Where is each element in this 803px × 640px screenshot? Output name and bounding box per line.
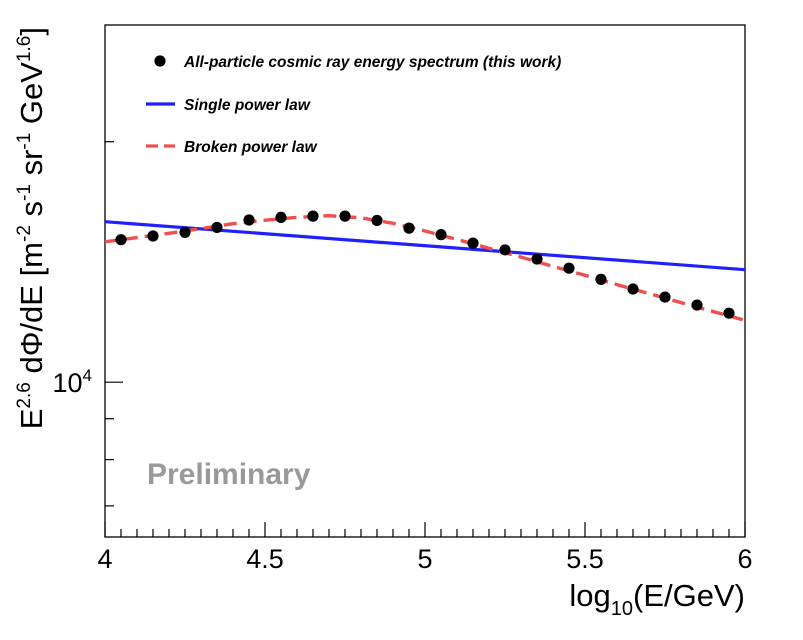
- legend: All-particle cosmic ray energy spectrum …: [146, 54, 561, 156]
- y-axis-title-text: E2.6 dΦ/dE [m-2 s-1 sr-1 GeV1.6]: [14, 27, 49, 429]
- y-minor-ticks: [105, 141, 123, 507]
- data-point: [275, 211, 287, 224]
- data-point: [371, 214, 383, 227]
- data-point: [563, 262, 575, 274]
- data-point: [531, 253, 543, 265]
- data-point: [723, 307, 735, 319]
- data-point: [211, 221, 223, 234]
- data-point: [243, 214, 255, 226]
- data-point: [691, 299, 703, 311]
- data-point: [179, 226, 191, 238]
- y-tick-label: 104: [52, 366, 92, 398]
- data-point: [339, 210, 351, 222]
- x-tick-label: 5: [417, 544, 432, 574]
- x-tick-label: 4: [97, 544, 112, 574]
- data-point: [499, 244, 511, 256]
- legend-label: Broken power law: [184, 139, 318, 156]
- data-point: [595, 273, 607, 285]
- legend-label: Single power law: [184, 97, 311, 114]
- data-points: [115, 210, 735, 319]
- broken-power-law-line: [105, 213, 745, 323]
- legend-marker-points: [154, 55, 166, 67]
- x-tick-label: 6: [737, 544, 752, 574]
- y-axis-title: E2.6 dΦ/dE [m-2 s-1 sr-1 GeV1.6]: [14, 27, 49, 429]
- data-point: [115, 234, 127, 246]
- data-point: [627, 283, 639, 295]
- single-power-law-line: [105, 220, 745, 272]
- x-axis-ticks: 4 4.5 5 5.5 6: [97, 522, 753, 574]
- x-tick-label: 4.5: [246, 544, 284, 574]
- x-axis-title-text: log10(E/GeV): [569, 578, 745, 620]
- plot-area: [105, 210, 745, 323]
- data-point: [467, 237, 479, 249]
- x-tick-label: 5.5: [566, 544, 604, 574]
- x-axis-title: log10(E/GeV): [569, 578, 745, 620]
- legend-label: All-particle cosmic ray energy spectrum …: [183, 54, 561, 71]
- data-point: [435, 229, 447, 241]
- y-axis-ticks: 104: [52, 366, 92, 398]
- data-point: [659, 291, 671, 303]
- data-point: [147, 230, 159, 242]
- data-point: [307, 210, 319, 222]
- preliminary-label: Preliminary: [147, 458, 311, 491]
- data-point: [403, 222, 415, 234]
- series-lines: [105, 213, 745, 323]
